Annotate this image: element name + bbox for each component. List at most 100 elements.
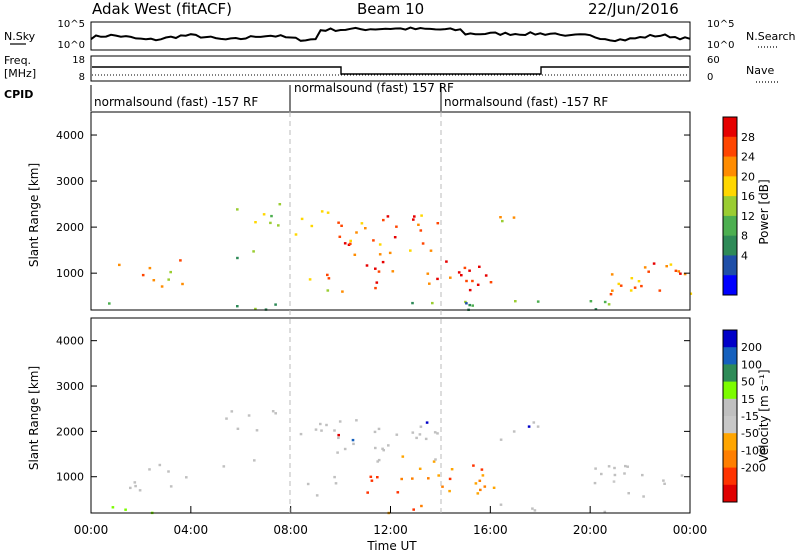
velocity-colorbar-tick: -100 [741, 444, 766, 457]
echo-cell [643, 266, 647, 269]
velocity-colorbar-frame [722, 329, 738, 503]
echo-cell [669, 263, 673, 266]
echo-cell [420, 504, 423, 508]
echo-cell [111, 506, 115, 509]
echo-cell [589, 300, 593, 303]
echo-cell [343, 447, 347, 451]
echo-cell [641, 473, 644, 477]
echo-cell [108, 302, 111, 305]
echo-cell [527, 425, 531, 428]
echo-cell [449, 276, 452, 279]
echo-cell [341, 290, 344, 293]
power-colorbar-tick: 4 [741, 249, 748, 262]
echo-cell [607, 303, 611, 306]
echo-cell [594, 308, 598, 311]
echo-cell [609, 293, 613, 296]
x-tick-label: 08:00 [273, 523, 308, 537]
echo-cell [532, 421, 536, 424]
echo-cell [375, 281, 379, 284]
echo-cell [448, 477, 452, 481]
velocity-colorbar-swatch [723, 467, 737, 486]
power-colorbar-swatch [723, 117, 737, 138]
echo-cell [308, 278, 312, 281]
echo-cell [306, 482, 310, 486]
y-tick-label: 4000 [56, 129, 84, 142]
echo-cell [434, 458, 437, 461]
echo-cell [624, 464, 627, 468]
power-colorbar-tick: 16 [741, 190, 755, 203]
echo-cell [463, 266, 467, 270]
echo-cell [411, 431, 415, 434]
echo-cell [413, 215, 416, 218]
echo-cell [349, 239, 352, 243]
cpid-label: CPID [4, 88, 33, 101]
echo-cell [424, 437, 428, 441]
echo-cell [613, 473, 617, 477]
power-y-label: Slant Range [km] [27, 163, 41, 267]
echo-cell [141, 273, 145, 277]
echo-cell [314, 428, 318, 431]
echo-cell [626, 465, 629, 468]
echo-cell [419, 425, 423, 428]
echo-cell [118, 263, 121, 267]
echo-cell [629, 289, 633, 292]
echo-cell [420, 214, 423, 217]
echo-cell [484, 274, 488, 277]
echo-cell [336, 451, 339, 454]
echo-cell [377, 270, 381, 273]
date-title: 22/Jun/2016 [588, 0, 679, 18]
echo-cell [300, 217, 304, 221]
power-colorbar-swatch [723, 275, 737, 296]
echo-cell [619, 284, 623, 287]
echo-cell [340, 224, 343, 227]
echo-cell [674, 269, 678, 272]
echo-cell [148, 266, 152, 270]
echo-cell [230, 410, 234, 413]
echo-cell [603, 510, 607, 514]
nsky-tick-bottom: 10^0 [58, 40, 85, 51]
echo-cell [652, 262, 656, 265]
echo-cell [160, 285, 164, 288]
freq-unit-label: [MHz] [4, 67, 36, 80]
power-y-axis: 1000 2000 3000 4000 [56, 129, 690, 280]
echo-cell [333, 475, 336, 479]
power-colorbar-tick: 12 [741, 210, 755, 223]
echo-cell [472, 464, 475, 467]
echo-cell [415, 436, 418, 440]
echo-cell [338, 235, 342, 238]
echo-cell [611, 289, 614, 292]
echo-cell [381, 260, 385, 264]
echo-cell [411, 477, 414, 480]
power-colorbar: 28 24 20 16 12 8 4 [722, 116, 755, 296]
freq-tick-top: 18 [72, 55, 85, 66]
echo-cell [158, 463, 162, 467]
echo-cell [531, 507, 534, 510]
x-tick-label: 12:00 [373, 523, 408, 537]
echo-cell [640, 284, 643, 288]
echo-cell [479, 488, 482, 492]
echo-cell [437, 474, 440, 477]
echo-cell [252, 250, 255, 253]
velocity-colorbar-swatch [723, 433, 737, 451]
echo-cell [677, 270, 681, 273]
echo-cell [428, 282, 431, 285]
echo-cell [247, 414, 251, 417]
echo-cell [370, 479, 374, 482]
echo-cell [627, 492, 630, 495]
echo-cell [603, 300, 607, 304]
echo-cell [365, 264, 369, 267]
echo-cell [630, 277, 634, 280]
cpid-segment-3: normalsound (fast) -157 RF [444, 95, 608, 109]
echo-cell [253, 459, 256, 462]
echo-cell [294, 233, 298, 236]
echo-cell [411, 301, 414, 305]
x-tick-label: 16:00 [473, 523, 508, 537]
echo-cell [274, 303, 277, 306]
echo-cell [421, 242, 425, 245]
echo-cell [319, 422, 322, 426]
x-axis-label: Time UT [366, 539, 417, 553]
velocity-colorbar-tick: -200 [741, 462, 766, 475]
echo-cell [349, 242, 352, 245]
echo-cell [637, 280, 641, 283]
echo-cell [277, 224, 280, 227]
